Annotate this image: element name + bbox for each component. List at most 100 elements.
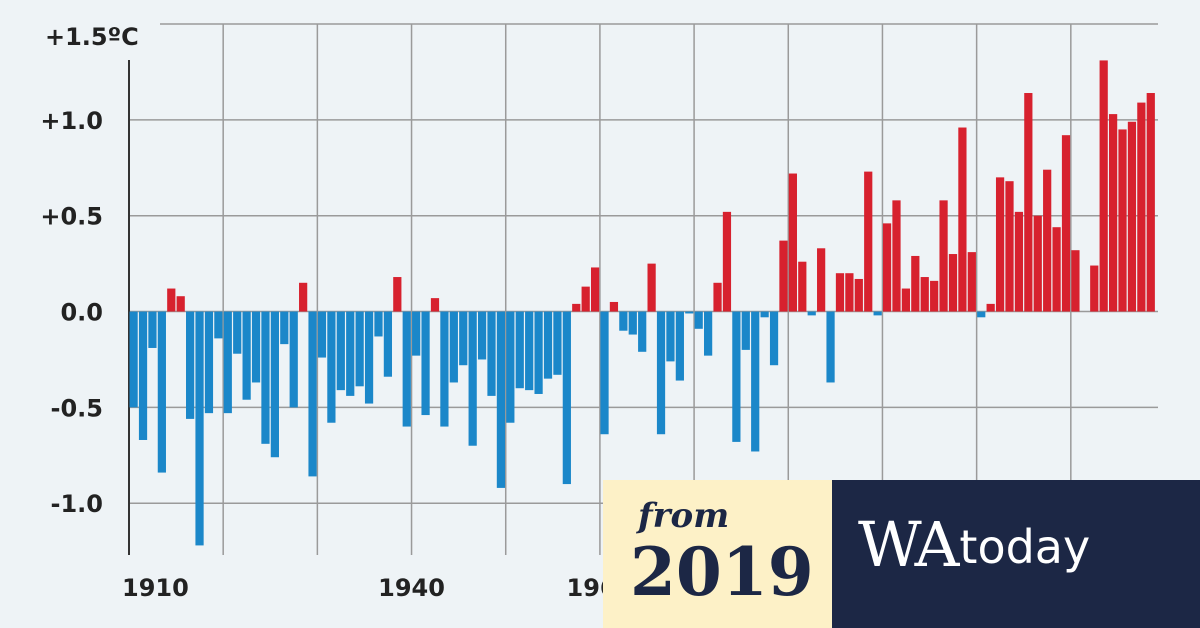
bar [459, 311, 468, 366]
bar [930, 280, 939, 312]
bar [336, 311, 345, 391]
bar [327, 311, 336, 423]
bar [138, 311, 148, 440]
bar [1014, 211, 1024, 312]
bar [421, 311, 430, 416]
bar [374, 311, 383, 337]
bar [873, 311, 882, 316]
bar [223, 311, 232, 414]
bar [515, 311, 524, 389]
bar [590, 267, 600, 312]
bar [487, 311, 496, 396]
bar [1052, 227, 1061, 312]
bar [948, 254, 958, 312]
bar [826, 311, 835, 383]
bar [186, 311, 195, 419]
bar [732, 311, 741, 442]
bar [506, 311, 515, 423]
bar [148, 311, 157, 348]
bar [1024, 93, 1033, 312]
bar [807, 311, 816, 316]
bar [609, 301, 619, 312]
bar [713, 282, 722, 312]
bar [788, 173, 797, 312]
bar [666, 311, 675, 362]
bar [675, 311, 684, 381]
badge-year: 2019 [630, 533, 814, 611]
bar [572, 303, 581, 312]
bar [412, 311, 421, 356]
bar [195, 311, 204, 546]
bar [911, 255, 920, 312]
y-tick-label: +1.0 [40, 107, 103, 135]
bar [468, 311, 477, 446]
bar [440, 311, 449, 427]
bar [967, 252, 976, 312]
bar [1137, 102, 1146, 312]
bar [496, 311, 506, 488]
bar [242, 311, 251, 400]
bar [638, 311, 647, 352]
badge-brand: WAtoday [858, 508, 1090, 581]
bar [741, 311, 750, 350]
bar [882, 223, 892, 312]
bar [251, 311, 261, 383]
bar [204, 311, 214, 414]
bar [280, 311, 289, 345]
bar [1005, 181, 1014, 312]
bar [760, 311, 769, 318]
bar [769, 311, 779, 366]
badge-from: from [636, 496, 729, 536]
bar [346, 311, 355, 396]
x-tick-label: 1910 [122, 574, 189, 602]
badge-brand-box [832, 480, 1200, 628]
bar [939, 200, 948, 312]
bar [920, 277, 929, 312]
bar [317, 311, 327, 358]
bar [986, 303, 995, 312]
bar [1146, 93, 1155, 312]
bar [355, 311, 364, 387]
bar [1090, 265, 1099, 312]
bar [779, 240, 788, 312]
bar [1099, 60, 1108, 312]
bar [364, 311, 374, 404]
bar [864, 171, 873, 312]
bar [449, 311, 458, 383]
bar [402, 311, 411, 427]
y-tick-label: +1.5ºC [45, 23, 139, 51]
bar [270, 311, 279, 458]
badge-year-box [603, 480, 833, 628]
bar [383, 311, 393, 377]
bar [751, 311, 760, 452]
bar [1043, 169, 1052, 312]
bar [600, 311, 609, 435]
bar [722, 211, 732, 312]
bar [845, 273, 854, 312]
x-tick-label: 1940 [378, 574, 445, 602]
bar [393, 277, 402, 312]
bar [854, 278, 863, 312]
bar [534, 311, 543, 394]
bar [308, 311, 317, 477]
bar [167, 288, 176, 312]
bar [977, 311, 986, 318]
bar [525, 311, 534, 391]
bar [157, 311, 166, 473]
bar [289, 311, 298, 408]
brand-wa: WA [858, 508, 961, 581]
bar [581, 286, 590, 312]
bar [694, 311, 703, 329]
bar [1108, 114, 1118, 312]
bar [543, 311, 553, 379]
bar [704, 311, 713, 356]
bar [1127, 121, 1137, 312]
bar [477, 311, 487, 360]
bar [233, 311, 242, 354]
bar [685, 311, 694, 314]
bar [176, 296, 185, 312]
bar [129, 311, 138, 408]
bar [798, 261, 807, 312]
bar [214, 311, 223, 339]
